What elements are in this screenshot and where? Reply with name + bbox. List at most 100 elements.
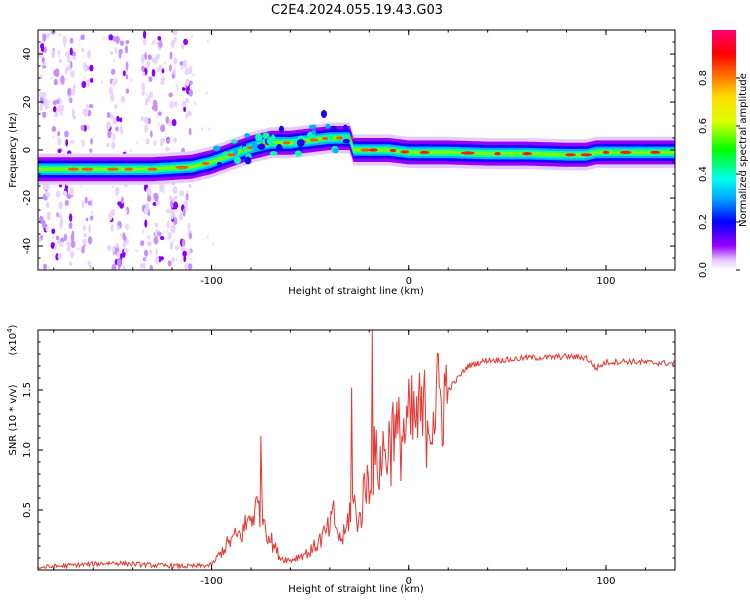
noise-blob: [172, 185, 178, 194]
ridge-blob: [269, 151, 278, 156]
noise-blob: [80, 184, 83, 188]
noise-blob: [51, 228, 56, 235]
noise-blob: [90, 138, 94, 145]
noise-blob: [188, 80, 193, 86]
noise-blob: [122, 241, 127, 248]
noise-blob: [148, 91, 154, 99]
noise-blob: [148, 188, 152, 197]
noise-blob: [120, 196, 124, 204]
noise-blob: [165, 147, 170, 152]
noise-blob: [54, 111, 59, 118]
noise-blob: [68, 222, 73, 229]
snr-y-multiplier: (x104): [6, 324, 19, 355]
noise-blob: [151, 57, 156, 64]
noise-blob: [146, 61, 150, 69]
noise-blob: [188, 127, 192, 136]
ridge-peak: [67, 167, 80, 171]
ridge-peak: [650, 150, 661, 154]
noise-blob: [81, 47, 85, 53]
noise-blob: [190, 257, 193, 262]
noise-blob: [171, 118, 177, 127]
noise-blob: [163, 61, 167, 65]
noise-blob: [58, 213, 62, 219]
noise-blob: [82, 108, 87, 116]
noise-blob: [81, 80, 87, 89]
ridge-blob: [244, 133, 251, 138]
noise-blob: [143, 116, 148, 124]
noise-blob: [54, 68, 60, 78]
x-tick-label: 100: [596, 576, 615, 587]
noise-blob: [110, 68, 116, 75]
noise-blob: [83, 124, 87, 132]
noise-blob: [56, 99, 60, 105]
noise-blob: [53, 78, 58, 86]
noise-blob: [190, 34, 194, 39]
noise-blob: [83, 76, 87, 80]
noise-blob: [40, 43, 45, 50]
noise-blob: [64, 130, 69, 138]
noise-blob: [123, 248, 129, 254]
noise-blob: [172, 30, 178, 36]
noise-blob: [142, 30, 147, 39]
noise-blob: [40, 234, 44, 240]
noise-blob: [89, 148, 93, 153]
noise-blob: [111, 263, 117, 270]
noise-blob: [108, 212, 113, 221]
noise-blob: [107, 129, 112, 139]
noise-blob: [145, 92, 148, 97]
ridge-peak: [564, 153, 577, 157]
noise-blob: [183, 38, 188, 46]
ridge-blob: [297, 146, 304, 152]
ridge-blob: [294, 150, 302, 157]
noise-blob: [149, 249, 153, 255]
noise-blob: [145, 257, 148, 261]
noise-blob: [44, 98, 48, 105]
noise-blob: [106, 111, 111, 119]
noise-blob: [169, 64, 172, 72]
noise-blob: [51, 126, 57, 133]
noise-blob: [82, 225, 87, 231]
noise-blob: [136, 140, 139, 145]
noise-blob: [60, 78, 65, 84]
noise-blob: [205, 90, 209, 95]
noise-blob: [185, 78, 190, 87]
ridge-peak: [602, 150, 610, 154]
noise-blob: [84, 196, 88, 204]
noise-blob: [89, 64, 94, 72]
ridge-blob: [278, 125, 284, 133]
noise-blob: [89, 215, 94, 221]
ridge-band-layer: [38, 134, 675, 173]
spectrogram-x-axis-label: Height of straight line (km): [288, 286, 424, 297]
noise-blob: [179, 259, 182, 263]
noise-blob: [125, 74, 129, 80]
noise-blob: [88, 103, 94, 109]
colorbar-gradient: [712, 30, 736, 270]
noise-blob: [59, 220, 63, 229]
noise-blob: [70, 233, 75, 243]
ridge-blob: [262, 132, 270, 139]
noise-blob: [188, 232, 193, 240]
noise-blob: [192, 73, 195, 78]
noise-blob: [78, 37, 81, 41]
ridge-peak: [619, 150, 632, 154]
noise-blob: [187, 222, 191, 231]
noise-blob: [206, 39, 209, 43]
ridge-blob: [233, 147, 239, 156]
noise-blob: [45, 184, 50, 191]
noise-blob: [181, 86, 186, 91]
noise-blob: [150, 130, 153, 138]
noise-blob: [151, 68, 156, 77]
noise-blob: [175, 257, 178, 262]
noise-blob: [119, 40, 125, 46]
noise-blob: [46, 211, 51, 221]
ridge-peak: [336, 136, 344, 140]
noise-blob: [169, 241, 174, 250]
noise-blob: [42, 111, 47, 118]
snr-plot-area: [38, 330, 675, 570]
noise-blob: [41, 220, 46, 229]
noise-blob: [157, 35, 162, 41]
noise-blob: [70, 139, 75, 144]
noise-blob: [50, 30, 56, 35]
ridge-blob: [333, 147, 339, 154]
colorbar: 0.0 0.2 0.4 0.6 0.8 Normalized spectral ampl…: [698, 30, 749, 278]
